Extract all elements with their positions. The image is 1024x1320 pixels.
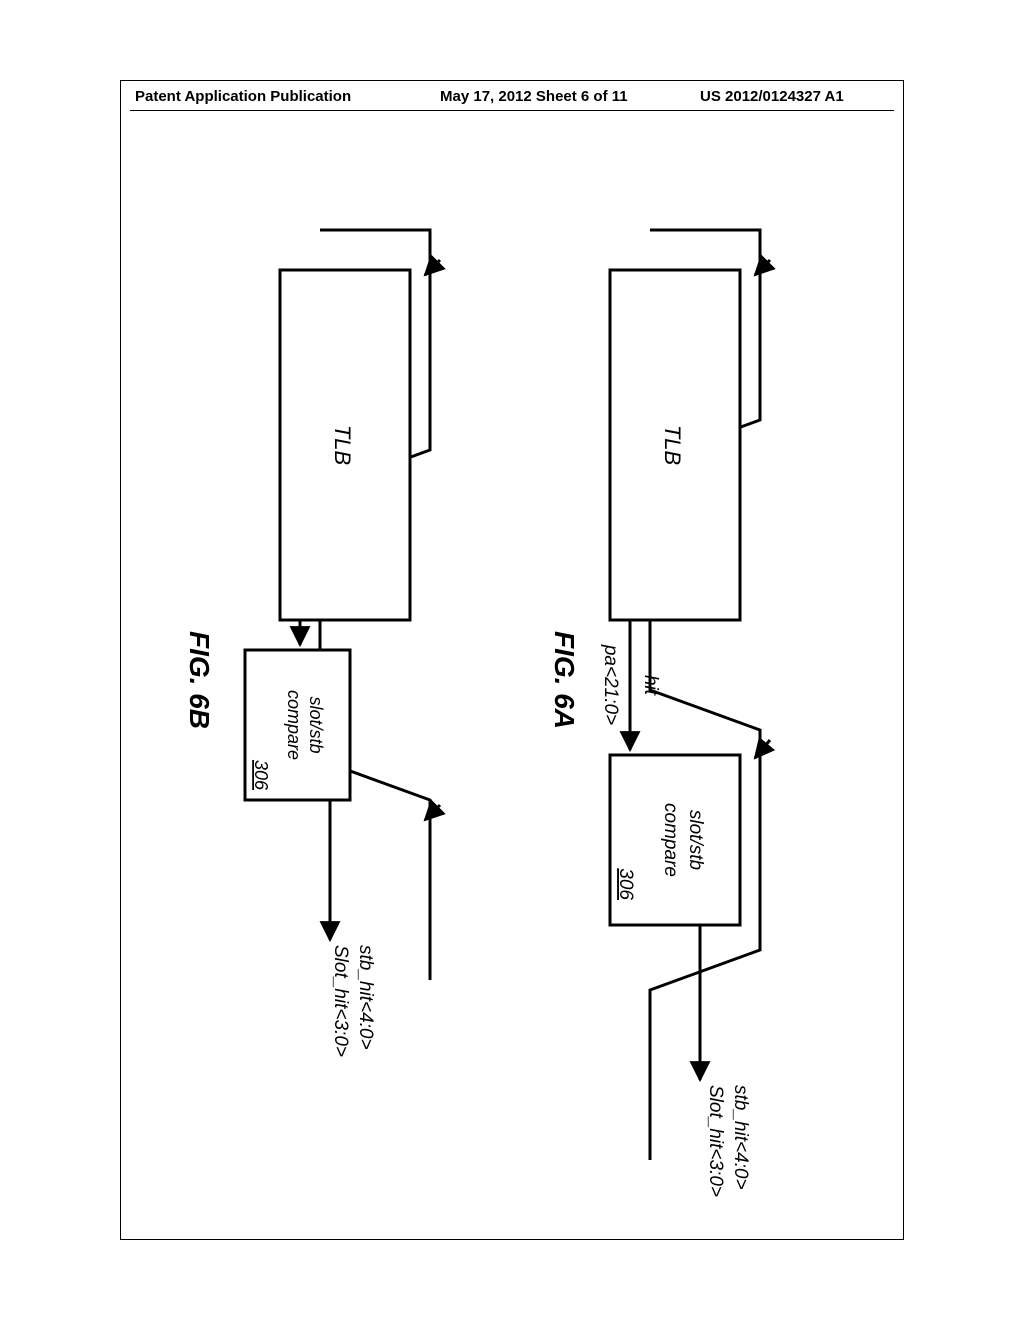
fig6a-out-label-2: Slot_hit<3:0>	[705, 1085, 726, 1197]
fig6b-compare-label-2: compare	[284, 690, 304, 760]
fig6a-mid-label-pa: pa<21:0>	[600, 644, 621, 725]
fig6a-compare-label-2: compare	[660, 803, 681, 877]
header-rule	[130, 110, 894, 111]
fig6a-tick-2	[755, 740, 770, 758]
diagram-svg: TLB hit pa<21:0> slot/stb compare 306 st…	[120, 120, 904, 1240]
fig6a-compare-label-1: slot/stb	[685, 810, 706, 870]
fig6b-out-label-1: stb_hit<4:0>	[355, 945, 376, 1050]
fig6b-compare-label-1: slot/stb	[306, 696, 326, 753]
fig6b-tick-2	[425, 805, 440, 820]
diagram-canvas: TLB hit pa<21:0> slot/stb compare 306 st…	[120, 120, 904, 1240]
fig6b-tick-1	[425, 260, 440, 275]
fig-6b: TLB slot/stb compare 306 stb_hit<4:0> Sl…	[184, 230, 440, 1057]
fig6b-out-label-2: Slot_hit<3:0>	[330, 945, 351, 1057]
fig6a-caption: FIG. 6A	[549, 631, 580, 729]
fig6a-out-label-1: stb_hit<4:0>	[730, 1085, 751, 1190]
header-pub: Patent Application Publication	[135, 88, 351, 105]
fig6a-mid-label-hit: hit	[640, 675, 661, 696]
header-docno: US 2012/0124327 A1	[700, 88, 844, 105]
fig6a-compare-ref: 306	[615, 868, 636, 900]
fig-6a: TLB hit pa<21:0> slot/stb compare 306 st…	[549, 230, 770, 1197]
fig6b-tlb-label: TLB	[330, 425, 355, 465]
header-date: May 17, 2012 Sheet 6 of 11	[440, 88, 628, 105]
fig6b-compare-ref: 306	[251, 760, 271, 791]
fig6a-tick-1	[755, 260, 770, 275]
fig6a-tlb-label: TLB	[660, 425, 685, 465]
fig6b-caption: FIG. 6B	[184, 631, 215, 729]
